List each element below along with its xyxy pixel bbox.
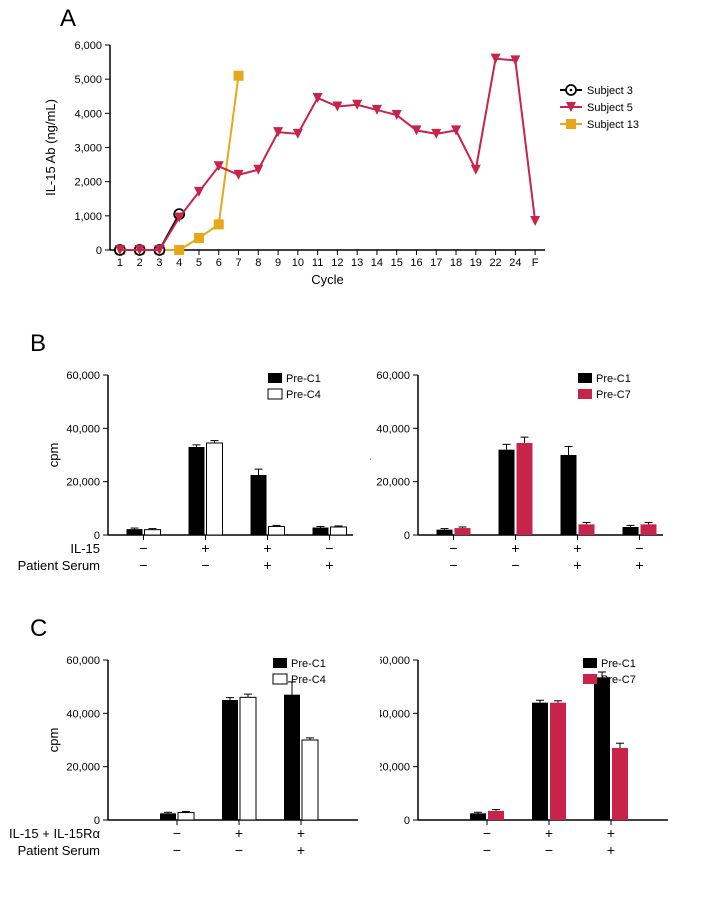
svg-text:60,000: 60,000 [66,655,100,667]
svg-text:Pre-C1: Pre-C1 [291,658,326,670]
svg-text:3,000: 3,000 [74,143,102,155]
svg-text:60,000: 60,000 [66,370,100,382]
panel-b-left-chart: 020,00040,00060,000cpm−−+−++−+IL-15Patie… [0,340,370,600]
svg-text:−: − [173,825,181,841]
svg-text:40,000: 40,000 [380,708,410,720]
svg-text:Subject 13: Subject 13 [587,119,639,131]
svg-text:cpm: cpm [370,443,371,468]
panel-a-chart: 01,0002,0003,0004,0005,0006,000123456789… [0,0,720,310]
svg-text:19: 19 [470,257,482,269]
svg-text:40,000: 40,000 [376,423,410,435]
svg-text:22: 22 [489,257,501,269]
svg-text:F: F [532,257,539,269]
svg-text:−: − [449,557,457,573]
svg-text:0: 0 [96,245,102,257]
svg-text:1,000: 1,000 [74,211,102,223]
svg-text:6,000: 6,000 [74,40,102,52]
svg-text:Pre-C4: Pre-C4 [286,389,321,401]
svg-text:20,000: 20,000 [66,477,100,489]
svg-text:4,000: 4,000 [74,108,102,120]
svg-text:13: 13 [351,257,363,269]
svg-text:15: 15 [391,257,403,269]
panel-c-right-chart: 020,00040,00060,000cpmPre-C1Pre-C7−−+−++ [380,625,720,895]
svg-text:3: 3 [156,257,162,269]
svg-text:40,000: 40,000 [66,423,100,435]
svg-text:−: − [139,557,147,573]
svg-text:1: 1 [117,257,123,269]
svg-text:+: + [263,557,271,573]
svg-text:60,000: 60,000 [376,370,410,382]
svg-text:+: + [201,540,209,556]
svg-text:−: − [139,540,147,556]
svg-text:10: 10 [292,257,304,269]
svg-text:IL-15 + IL-15Rα: IL-15 + IL-15Rα [9,826,100,841]
svg-text:24: 24 [509,257,521,269]
svg-text:−: − [545,842,553,858]
svg-text:−: − [449,540,457,556]
svg-text:−: − [483,842,491,858]
svg-text:+: + [607,842,615,858]
svg-text:+: + [607,825,615,841]
svg-text:Cycle: Cycle [311,272,344,287]
svg-text:−: − [173,842,181,858]
svg-text:4: 4 [176,257,182,269]
svg-text:17: 17 [430,257,442,269]
svg-text:−: − [635,540,643,556]
svg-text:8: 8 [255,257,261,269]
svg-text:9: 9 [275,257,281,269]
svg-text:40,000: 40,000 [66,708,100,720]
svg-text:−: − [483,825,491,841]
svg-text:0: 0 [404,815,410,827]
svg-text:20,000: 20,000 [376,477,410,489]
svg-text:14: 14 [371,257,383,269]
svg-text:Pre-C4: Pre-C4 [291,674,326,686]
svg-text:+: + [325,557,333,573]
svg-text:6: 6 [216,257,222,269]
svg-text:Subject 3: Subject 3 [587,85,633,97]
svg-text:Pre-C7: Pre-C7 [601,674,636,686]
svg-text:16: 16 [410,257,422,269]
svg-text:−: − [201,557,209,573]
svg-text:−: − [511,557,519,573]
svg-text:Patient Serum: Patient Serum [18,558,100,573]
svg-text:Pre-C1: Pre-C1 [601,658,636,670]
svg-text:+: + [511,540,519,556]
svg-text:5: 5 [196,257,202,269]
panel-b-right-chart: 020,00040,00060,000cpmPre-C1Pre-C7−−+−++… [370,340,720,600]
svg-text:Patient Serum: Patient Serum [18,843,100,858]
svg-text:+: + [573,540,581,556]
svg-text:12: 12 [331,257,343,269]
svg-text:+: + [297,825,305,841]
svg-text:cpm: cpm [46,728,61,753]
svg-text:2,000: 2,000 [74,177,102,189]
svg-text:+: + [545,825,553,841]
svg-text:2: 2 [137,257,143,269]
panel-c-left-chart: 020,00040,00060,000cpm−−+−++IL-15 + IL-1… [0,625,380,895]
svg-text:0: 0 [404,530,410,542]
svg-text:+: + [263,540,271,556]
svg-text:cpm: cpm [46,443,61,468]
svg-text:20,000: 20,000 [380,762,410,774]
svg-text:+: + [297,842,305,858]
svg-text:5,000: 5,000 [74,74,102,86]
svg-text:Pre-C7: Pre-C7 [596,389,631,401]
svg-text:Pre-C1: Pre-C1 [596,373,631,385]
svg-text:60,000: 60,000 [380,655,410,667]
svg-text:7: 7 [235,257,241,269]
svg-text:−: − [325,540,333,556]
svg-text:Pre-C1: Pre-C1 [286,373,321,385]
svg-text:IL-15 Ab (ng/mL): IL-15 Ab (ng/mL) [43,99,58,196]
svg-text:18: 18 [450,257,462,269]
svg-text:+: + [573,557,581,573]
svg-text:Subject 5: Subject 5 [587,102,633,114]
svg-text:IL-15: IL-15 [70,541,100,556]
svg-text:11: 11 [312,257,323,269]
svg-text:+: + [235,825,243,841]
svg-text:+: + [635,557,643,573]
svg-text:−: − [235,842,243,858]
svg-text:20,000: 20,000 [66,762,100,774]
